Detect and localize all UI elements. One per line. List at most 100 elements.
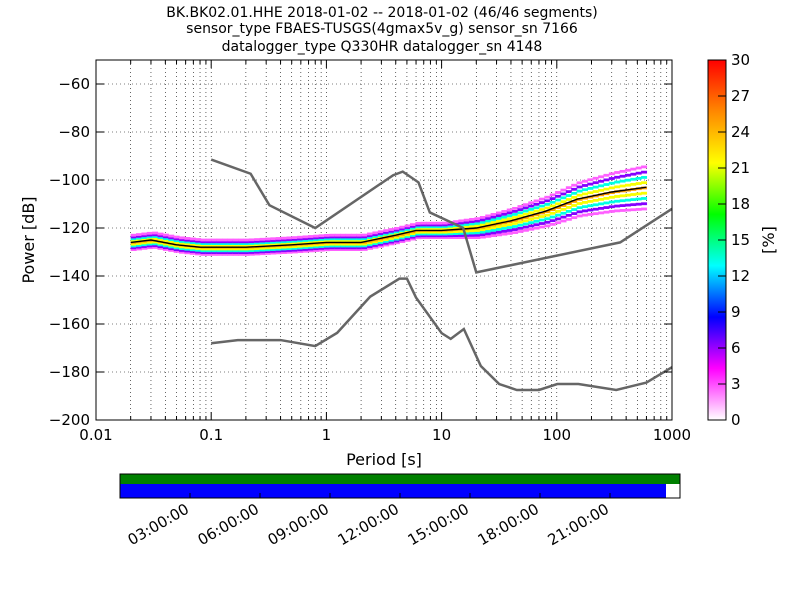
- heatmap-cell: [205, 253, 212, 256]
- heatmap-cell: [383, 231, 390, 234]
- heatmap-cell: [281, 249, 288, 253]
- heatmap-cell: [587, 200, 594, 203]
- heatmap-cell: [162, 237, 169, 241]
- heatmap-cell: [179, 245, 186, 249]
- heatmap-cell: [270, 246, 277, 250]
- heatmap-cell: [635, 192, 642, 196]
- heatmap-cell: [479, 228, 486, 232]
- heatmap-cell: [608, 172, 615, 176]
- heatmap-cell: [538, 225, 545, 229]
- heatmap-cell: [259, 239, 266, 243]
- heatmap-cell: [361, 233, 368, 237]
- heatmap-cell: [404, 235, 411, 239]
- heatmap-cell: [307, 235, 314, 238]
- heatmap-cell: [227, 242, 234, 245]
- heatmap-cell: [216, 242, 223, 245]
- heatmap-cell: [490, 228, 497, 232]
- title-line-1: BK.BK02.01.HHE 2018-01-02 -- 2018-01-02 …: [166, 5, 598, 21]
- heatmap-cell: [173, 239, 180, 243]
- noise-model-nlnm: [211, 277, 673, 392]
- heatmap-cell: [216, 251, 223, 254]
- heatmap-cell: [141, 241, 148, 245]
- heatmap-cell: [641, 207, 648, 211]
- heatmap-cell: [404, 228, 411, 231]
- heatmap-cell: [399, 229, 406, 233]
- heatmap-cell: [463, 234, 470, 237]
- heatmap-cell: [372, 231, 379, 235]
- heatmap-cell: [222, 242, 228, 245]
- heatmap-cell: [496, 233, 502, 237]
- heatmap-cell: [259, 243, 266, 247]
- heatmap-cell: [506, 214, 513, 218]
- heatmap-cell: [576, 185, 583, 189]
- heatmap-cell: [630, 172, 637, 176]
- heatmap-cell: [297, 235, 304, 239]
- heatmap-cell: [447, 224, 454, 228]
- heatmap-cell: [538, 197, 545, 201]
- heatmap-cell: [291, 241, 298, 245]
- heatmap-cell: [367, 234, 374, 238]
- heatmap-cell: [157, 247, 164, 250]
- heatmap-cell: [227, 244, 234, 247]
- heatmap-cell: [281, 238, 288, 242]
- y-tick-label: −140: [49, 267, 90, 285]
- heatmap-cell: [329, 246, 336, 250]
- heatmap-cell: [275, 237, 282, 240]
- heatmap-cell: [367, 246, 374, 250]
- heatmap-cell: [506, 211, 513, 215]
- heatmap-cell: [243, 244, 250, 247]
- heatmap-cell: [431, 223, 438, 227]
- heatmap-cell: [479, 233, 486, 237]
- heatmap-cell: [436, 236, 443, 239]
- heatmap-cell: [222, 249, 228, 253]
- heatmap-cell: [442, 232, 449, 236]
- heatmap-cell: [157, 245, 164, 249]
- heatmap-cell: [356, 248, 363, 251]
- heatmap-cell: [479, 220, 486, 224]
- heatmap-cell: [329, 239, 336, 242]
- heatmap-cell: [377, 239, 384, 243]
- heatmap-cell: [200, 242, 207, 245]
- heatmap-cell: [281, 251, 288, 254]
- heatmap-cell: [222, 247, 228, 251]
- heatmap-cell: [141, 246, 148, 250]
- heatmap-cell: [571, 191, 578, 195]
- heatmap-cell: [549, 204, 556, 208]
- x-tick-label: 0.01: [79, 426, 112, 444]
- heatmap-cell: [431, 234, 438, 238]
- heatmap-cell: [162, 246, 169, 250]
- heatmap-cell: [329, 233, 336, 237]
- heatmap-cell: [254, 241, 261, 245]
- heatmap-cell: [549, 197, 556, 201]
- heatmap-cell: [232, 238, 239, 242]
- heatmap-cell: [565, 202, 572, 205]
- heatmap-cell: [426, 225, 433, 229]
- heatmap-cell: [544, 202, 551, 206]
- heatmap-cell: [259, 246, 266, 250]
- heatmap-cell: [307, 245, 314, 249]
- heatmap-cell: [431, 236, 438, 239]
- heatmap-cell: [426, 236, 433, 239]
- chart-title: BK.BK02.01.HHE 2018-01-02 -- 2018-01-02 …: [166, 5, 598, 55]
- heatmap-cell: [560, 211, 567, 215]
- heatmap-cell: [243, 251, 250, 254]
- heatmap-cell: [555, 209, 562, 213]
- heatmap-cell: [624, 178, 631, 182]
- heatmap-cell: [297, 246, 304, 250]
- heatmap-cell: [442, 223, 449, 227]
- heatmap-cell: [329, 244, 336, 248]
- heatmap-cell: [635, 197, 642, 201]
- heatmap-cell: [136, 247, 143, 251]
- heatmap-cell: [146, 233, 153, 237]
- heatmap-cell: [469, 224, 476, 228]
- heatmap-cell: [227, 247, 234, 251]
- heatmap-cell: [393, 232, 400, 236]
- heatmap-cell: [496, 225, 502, 229]
- heatmap-cell: [603, 183, 610, 186]
- heatmap-cell: [238, 242, 245, 245]
- heatmap-cell: [173, 241, 180, 244]
- heatmap-cell: [356, 246, 363, 250]
- heatmap-cell: [383, 229, 390, 233]
- y-tick-label: −60: [58, 75, 90, 93]
- heatmap-cell: [302, 249, 309, 253]
